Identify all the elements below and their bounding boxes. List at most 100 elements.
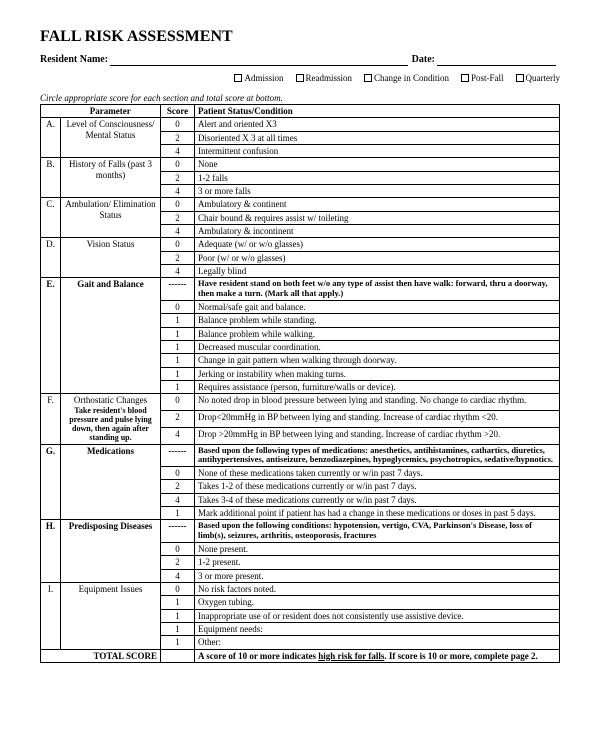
section-param: Ambulation/ Elimination Status xyxy=(61,198,161,238)
table-row: C.Ambulation/ Elimination Status0Ambulat… xyxy=(41,198,560,211)
resident-name-label: Resident Name: xyxy=(40,54,108,67)
condition-cell: Jerking or instability when making turns… xyxy=(195,367,560,380)
condition-cell: No risk factors noted. xyxy=(195,582,560,595)
section-param: Orthostatic ChangesTake resident's blood… xyxy=(61,394,161,444)
col-condition: Patient Status/Condition xyxy=(195,105,560,118)
score-cell[interactable]: 4 xyxy=(161,569,195,582)
section-letter: H. xyxy=(41,520,61,583)
header-row: Resident Name: Date: xyxy=(40,54,560,67)
score-cell[interactable]: 4 xyxy=(161,145,195,158)
condition-cell: None xyxy=(195,158,560,171)
condition-cell: Decreased muscular coordination. xyxy=(195,341,560,354)
score-cell[interactable]: 0 xyxy=(161,467,195,480)
total-score-text: A score of 10 or more indicates high ris… xyxy=(195,649,560,662)
section-param: Predisposing Diseases xyxy=(61,520,161,583)
section-letter: B. xyxy=(41,158,61,198)
section-letter: I. xyxy=(41,582,61,649)
table-row: A.Level of Consciousness/ Mental Status0… xyxy=(41,118,560,131)
condition-cell: Ambulatory & continent xyxy=(195,198,560,211)
score-cell[interactable]: 2 xyxy=(161,211,195,224)
total-score-value[interactable] xyxy=(161,649,195,662)
condition-cell: Other: xyxy=(195,636,560,649)
score-cell[interactable]: 4 xyxy=(161,185,195,198)
table-row: E.Gait and Balance------Have resident st… xyxy=(41,278,560,301)
condition-cell: Inappropriate use of or resident does no… xyxy=(195,609,560,622)
condition-cell: None of these medications taken currentl… xyxy=(195,467,560,480)
assessment-table: Parameter Score Patient Status/Condition… xyxy=(40,104,560,663)
score-cell[interactable]: 0 xyxy=(161,394,195,411)
score-cell[interactable]: 1 xyxy=(161,341,195,354)
score-cell[interactable]: 0 xyxy=(161,118,195,131)
condition-cell: Equipment needs: xyxy=(195,623,560,636)
score-cell[interactable]: 0 xyxy=(161,198,195,211)
date-input[interactable] xyxy=(437,54,556,66)
checkbox-quarterly[interactable]: Quarterly xyxy=(516,73,560,83)
score-cell[interactable]: 1 xyxy=(161,507,195,520)
score-cell[interactable]: 1 xyxy=(161,367,195,380)
condition-cell: Drop<20mmHg in BP between lying and stan… xyxy=(195,411,560,428)
table-row: F.Orthostatic ChangesTake resident's blo… xyxy=(41,394,560,411)
condition-cell: Chair bound & requires assist w/ toileti… xyxy=(195,211,560,224)
condition-cell: Change in gait pattern when walking thro… xyxy=(195,354,560,367)
section-letter: E. xyxy=(41,278,61,394)
score-cell[interactable]: 0 xyxy=(161,301,195,314)
table-row: B.History of Falls (past 3 months)0None xyxy=(41,158,560,171)
score-cell[interactable]: 1 xyxy=(161,609,195,622)
score-cell[interactable]: 4 xyxy=(161,427,195,444)
section-note: Based upon the following conditions: hyp… xyxy=(195,520,560,543)
score-cell[interactable]: 1 xyxy=(161,327,195,340)
score-cell[interactable]: 1 xyxy=(161,381,195,394)
score-cell[interactable]: 4 xyxy=(161,493,195,506)
section-param: Equipment Issues xyxy=(61,582,161,649)
checkbox-change[interactable]: Change in Condition xyxy=(364,73,449,83)
score-cell[interactable]: 2 xyxy=(161,251,195,264)
section-note: Based upon the following types of medica… xyxy=(195,444,560,467)
total-score-label: TOTAL SCORE xyxy=(41,649,161,662)
score-cell: ------ xyxy=(161,444,195,467)
checkbox-readmission[interactable]: Readmission xyxy=(296,73,353,83)
score-cell[interactable]: 1 xyxy=(161,623,195,636)
score-cell[interactable]: 2 xyxy=(161,480,195,493)
score-cell[interactable]: 1 xyxy=(161,314,195,327)
checkbox-postfall[interactable]: Post-Fall xyxy=(461,73,504,83)
score-cell[interactable]: 4 xyxy=(161,225,195,238)
section-letter: A. xyxy=(41,118,61,158)
score-cell[interactable]: 1 xyxy=(161,636,195,649)
score-cell[interactable]: 2 xyxy=(161,411,195,428)
resident-name-input[interactable] xyxy=(110,54,408,66)
page-title: FALL RISK ASSESSMENT xyxy=(40,28,560,46)
condition-cell: None present. xyxy=(195,542,560,555)
instruction-text: Circle appropriate score for each sectio… xyxy=(40,93,560,103)
section-letter: G. xyxy=(41,444,61,520)
score-cell[interactable]: 0 xyxy=(161,158,195,171)
condition-cell: Disoriented X 3 at all times xyxy=(195,131,560,144)
score-cell[interactable]: 2 xyxy=(161,556,195,569)
score-cell[interactable]: 0 xyxy=(161,542,195,555)
condition-cell: No noted drop in blood pressure between … xyxy=(195,394,560,411)
condition-cell: Intermittent confusion xyxy=(195,145,560,158)
condition-cell: Takes 3-4 of these medications currently… xyxy=(195,493,560,506)
checkbox-row: Admission Readmission Change in Conditio… xyxy=(40,73,560,83)
section-param: Medications xyxy=(61,444,161,520)
score-cell[interactable]: 0 xyxy=(161,582,195,595)
condition-cell: 3 or more present. xyxy=(195,569,560,582)
condition-cell: Balance problem while walking. xyxy=(195,327,560,340)
checkbox-admission[interactable]: Admission xyxy=(234,73,283,83)
score-cell[interactable]: 2 xyxy=(161,131,195,144)
section-param: Vision Status xyxy=(61,238,161,278)
condition-cell: Normal/safe gait and balance. xyxy=(195,301,560,314)
score-cell[interactable]: 1 xyxy=(161,354,195,367)
table-header-row: Parameter Score Patient Status/Condition xyxy=(41,105,560,118)
table-row: H.Predisposing Diseases------Based upon … xyxy=(41,520,560,543)
table-row: G.Medications------Based upon the follow… xyxy=(41,444,560,467)
condition-cell: Ambulatory & incontinent xyxy=(195,225,560,238)
condition-cell: Legally blind xyxy=(195,265,560,278)
col-score: Score xyxy=(161,105,195,118)
score-cell: ------ xyxy=(161,520,195,543)
score-cell[interactable]: 1 xyxy=(161,596,195,609)
score-cell[interactable]: 2 xyxy=(161,171,195,184)
score-cell: ------ xyxy=(161,278,195,301)
score-cell[interactable]: 4 xyxy=(161,265,195,278)
score-cell[interactable]: 0 xyxy=(161,238,195,251)
col-parameter: Parameter xyxy=(61,105,161,118)
